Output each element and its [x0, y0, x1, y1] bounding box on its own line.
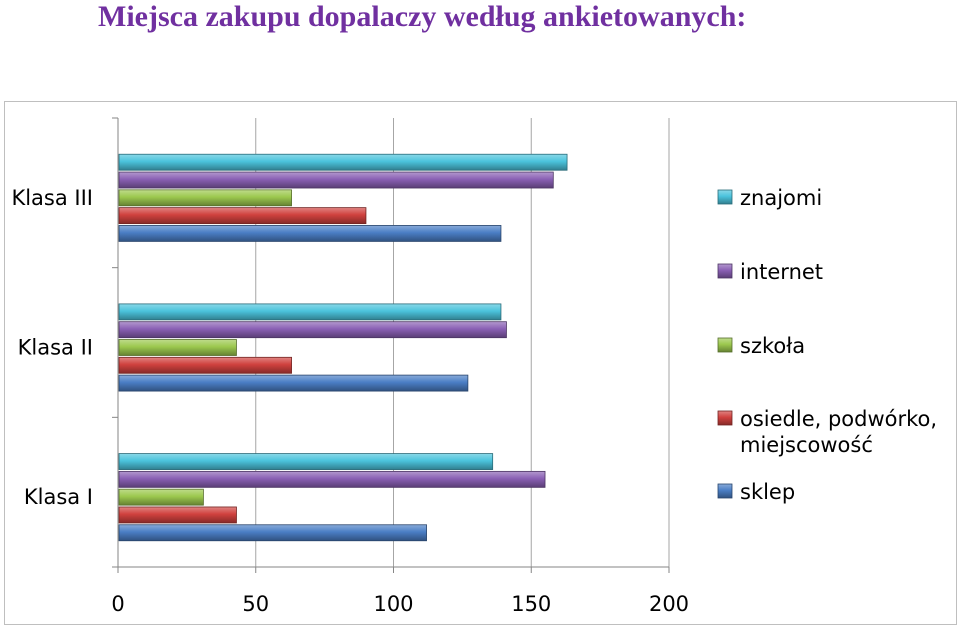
x-tick-label: 0: [111, 592, 124, 616]
legend-label-osiedle-podworko-miejscowosc: osiedle, podwórko, miejscowość: [740, 407, 937, 457]
bar-sklep-klasa-i: [118, 524, 427, 542]
x-tick-label: 150: [511, 592, 551, 616]
chart-frame: [4, 101, 957, 625]
x-tick-label: 200: [649, 592, 689, 616]
bar-znajomi-klasa-i: [118, 453, 494, 470]
category-label-klasa-iii: Klasa III: [11, 186, 93, 210]
bar-znajomi-klasa-iii: [118, 153, 568, 171]
bar-internet-klasa-ii: [118, 321, 507, 339]
legend-label-znajomi: znajomi: [740, 186, 822, 210]
bar-szkola-klasa-iii: [118, 189, 292, 207]
bar-internet-klasa-iii: [118, 171, 554, 189]
legend-swatch-znajomi: [717, 189, 733, 205]
page-title: Miejsca zakupu dopalaczy według ankietow…: [98, 0, 747, 33]
bar-znajomi-klasa-ii: [118, 303, 502, 321]
category-label-klasa-i: Klasa I: [24, 485, 93, 509]
bar-osiedle-podworko-miejscowosc-klasa-i: [118, 506, 237, 524]
legend-label-internet: internet: [740, 260, 823, 284]
legend-swatch-internet: [717, 263, 733, 279]
bar-szkola-klasa-i: [118, 488, 204, 506]
bar-osiedle-podworko-miejscowosc-klasa-ii: [118, 356, 292, 374]
x-tick-label: 100: [373, 592, 413, 616]
category-label-klasa-ii: Klasa II: [18, 336, 93, 360]
legend-swatch-sklep: [717, 483, 733, 499]
bar-sklep-klasa-iii: [118, 225, 502, 242]
bar-osiedle-podworko-miejscowosc-klasa-iii: [118, 207, 367, 225]
legend-swatch-osiedle-podworko-miejscowosc: [717, 410, 733, 426]
bar-sklep-klasa-ii: [118, 374, 469, 392]
x-tick-label: 50: [242, 592, 269, 616]
bar-internet-klasa-i: [118, 470, 546, 488]
legend-swatch-szkola: [717, 337, 733, 353]
legend-label-szkola: szkoła: [740, 334, 805, 358]
legend-label-sklep: sklep: [740, 480, 795, 504]
bar-szkola-klasa-ii: [118, 339, 237, 356]
